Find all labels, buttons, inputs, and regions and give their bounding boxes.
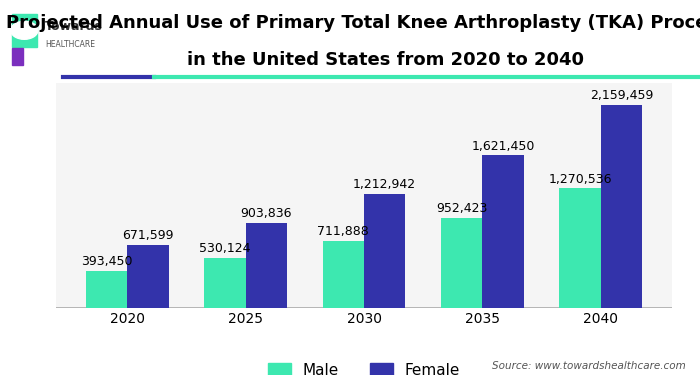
Text: 952,423: 952,423 (436, 202, 487, 215)
Text: 393,450: 393,450 (80, 255, 132, 268)
Legend: Male, Female: Male, Female (260, 356, 468, 375)
Bar (441, 218, 482, 308)
Bar (482, 156, 524, 308)
Bar (127, 244, 169, 308)
Text: 1,270,536: 1,270,536 (548, 172, 612, 186)
Text: HEALTHCARE: HEALTHCARE (46, 40, 95, 49)
Text: Source: www.towardshealthcare.com: Source: www.towardshealthcare.com (492, 361, 686, 371)
Bar (246, 223, 287, 308)
Bar (601, 105, 643, 308)
Bar (11, 48, 23, 64)
Bar (11, 13, 37, 46)
Text: in the United States from 2020 to 2040: in the United States from 2020 to 2040 (186, 51, 584, 69)
Bar (559, 188, 601, 308)
Bar (364, 194, 405, 308)
Text: 1,621,450: 1,621,450 (472, 140, 535, 153)
Bar (204, 258, 246, 307)
Bar (85, 271, 127, 308)
Bar (323, 241, 364, 308)
Text: 903,836: 903,836 (241, 207, 292, 220)
Text: Projected Annual Use of Primary Total Knee Arthroplasty (TKA) Procedures: Projected Annual Use of Primary Total Kn… (6, 13, 700, 32)
Text: 530,124: 530,124 (199, 242, 251, 255)
Text: 711,888: 711,888 (317, 225, 369, 238)
Text: 2,159,459: 2,159,459 (590, 89, 653, 102)
Text: 1,212,942: 1,212,942 (354, 178, 416, 191)
Text: Towards: Towards (46, 20, 103, 33)
Circle shape (10, 21, 38, 39)
Text: 671,599: 671,599 (122, 229, 174, 242)
